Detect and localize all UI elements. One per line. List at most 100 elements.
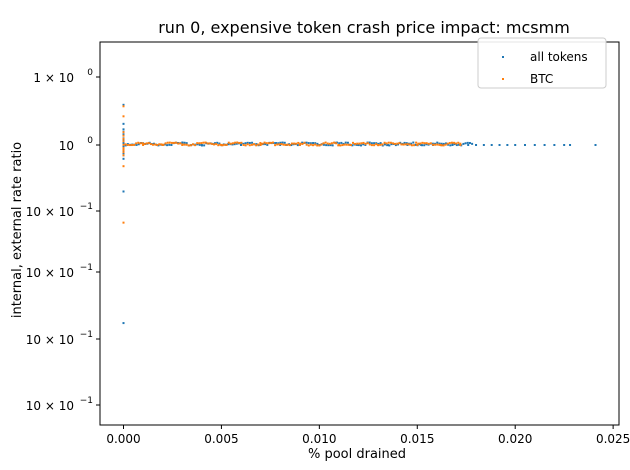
data-point	[337, 144, 340, 147]
data-point	[149, 143, 152, 146]
legend-marker	[502, 78, 504, 80]
data-point	[324, 141, 327, 144]
data-point	[339, 144, 342, 147]
data-point	[233, 143, 236, 146]
data-point	[419, 142, 422, 145]
data-point	[283, 141, 286, 144]
data-point	[293, 142, 296, 145]
data-point	[335, 142, 338, 145]
x-tick-label: 0.000	[106, 432, 140, 446]
data-point	[364, 143, 367, 146]
data-point	[235, 142, 238, 145]
data-point	[347, 143, 350, 146]
data-point	[421, 144, 424, 147]
data-point	[320, 143, 323, 146]
data-point	[170, 141, 173, 144]
chart-title: run 0, expensive token crash price impac…	[158, 18, 570, 37]
data-point	[248, 141, 251, 144]
data-point	[231, 143, 234, 146]
data-point	[244, 142, 247, 145]
legend-label: BTC	[530, 72, 553, 86]
data-point	[279, 141, 282, 144]
data-point	[198, 142, 201, 145]
data-point	[305, 143, 308, 146]
data-point	[288, 144, 291, 147]
data-point	[368, 143, 371, 146]
data-point	[316, 142, 319, 145]
data-point	[158, 143, 161, 146]
data-point	[242, 143, 245, 146]
data-point	[431, 143, 434, 146]
data-point	[240, 144, 243, 146]
data-point	[379, 142, 382, 145]
y-tick-label-base: 10 × 10	[26, 399, 74, 413]
y-tick-label-exponent: −1	[80, 202, 93, 212]
data-point	[122, 131, 125, 134]
data-point	[377, 142, 380, 145]
data-point	[168, 143, 171, 146]
data-point	[312, 142, 315, 145]
data-point	[360, 142, 363, 145]
data-point	[383, 141, 386, 144]
data-point	[429, 142, 432, 145]
data-point	[396, 142, 399, 145]
y-tick-label-base: 10 × 10	[26, 266, 74, 280]
data-point	[185, 142, 188, 145]
data-point	[122, 165, 125, 168]
data-point	[122, 128, 125, 131]
data-point	[379, 143, 382, 146]
data-point	[122, 134, 125, 137]
data-point	[342, 142, 345, 145]
data-point	[416, 144, 419, 146]
data-point	[490, 144, 493, 146]
data-point	[166, 144, 169, 147]
data-point	[417, 142, 420, 145]
data-point	[329, 144, 332, 147]
data-point	[343, 143, 346, 146]
data-point	[163, 143, 166, 146]
data-point	[322, 143, 325, 146]
data-point	[391, 142, 394, 145]
x-tick-label: 0.025	[596, 432, 630, 446]
data-point	[423, 144, 426, 147]
data-point	[196, 142, 199, 145]
data-point	[563, 144, 566, 146]
data-point	[220, 144, 223, 146]
data-point	[349, 144, 352, 147]
data-point	[471, 142, 474, 145]
data-point	[533, 144, 536, 146]
y-tick-label-base: 10	[59, 139, 74, 153]
data-point	[438, 142, 441, 145]
data-point	[216, 141, 219, 144]
y-axis: 1 × 10 0 10 0 10 × 10 −1 10 × 10 −1 10 × 10 −1 10 …	[26, 68, 100, 413]
data-point	[203, 144, 206, 147]
data-point	[122, 221, 125, 224]
data-point	[436, 143, 439, 146]
data-point	[204, 141, 207, 144]
data-point	[257, 143, 260, 146]
data-point	[468, 141, 471, 144]
data-point	[147, 142, 150, 145]
data-point	[331, 144, 334, 147]
data-point	[442, 142, 445, 145]
data-point	[275, 142, 278, 145]
data-point	[322, 142, 325, 145]
data-point	[523, 144, 526, 146]
data-point	[314, 143, 317, 146]
data-point	[325, 144, 328, 147]
data-point	[368, 141, 371, 144]
data-point	[370, 144, 373, 147]
y-tick-label-base: 10 × 10	[26, 205, 74, 219]
data-point	[166, 141, 169, 144]
data-point	[255, 144, 258, 147]
y-tick-label-base: 10 × 10	[26, 333, 74, 347]
data-point	[187, 144, 190, 147]
data-point	[160, 143, 163, 146]
data-point	[130, 144, 133, 147]
legend-marker	[502, 56, 504, 58]
data-point	[356, 142, 359, 145]
data-point	[266, 143, 269, 146]
data-point	[375, 143, 378, 146]
data-point	[448, 141, 451, 144]
